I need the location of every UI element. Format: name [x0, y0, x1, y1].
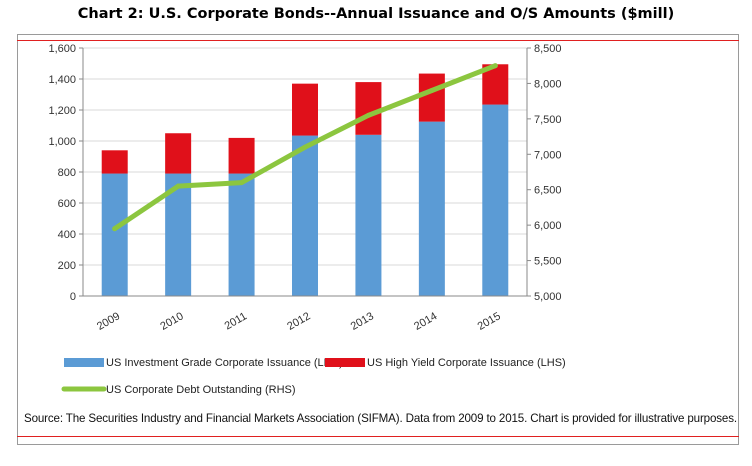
axes: 0 200 400 600 800 1,000 1,200 1,400 1,600 5,000 5,… [48, 43, 561, 333]
left-tick-label: 400 [58, 229, 76, 241]
right-tick-label: 7,500 [534, 114, 562, 126]
left-tick-label: 1,200 [48, 105, 76, 117]
legend-swatch-hy [325, 358, 365, 367]
bar-ig-2014 [418, 121, 445, 296]
category-label-2015: 2015 [476, 310, 503, 333]
category-label-2012: 2012 [285, 310, 312, 333]
debt-point-2011 [239, 180, 245, 186]
right-tick-label: 5,500 [534, 256, 562, 268]
bar-hy-2009 [101, 150, 128, 174]
right-tick-label: 8,500 [534, 43, 562, 55]
category-label-2010: 2010 [158, 310, 185, 333]
legend-label-ig: US Investment Grade Corporate Issuance (… [106, 357, 343, 369]
category-label-2013: 2013 [349, 310, 376, 333]
bar-ig-2009 [101, 173, 128, 296]
left-tick-label: 1,000 [48, 136, 76, 148]
debt-point-2014 [429, 88, 435, 94]
left-tick-label: 800 [58, 167, 76, 179]
bar-hy-2012 [292, 83, 318, 136]
bar-hy-2010 [165, 133, 192, 174]
bar-ig-2011 [228, 173, 255, 296]
left-tick-label: 1,600 [48, 43, 76, 55]
bar-hy-2013 [355, 82, 382, 135]
chart-title: Chart 2: U.S. Corporate Bonds--Annual Is… [77, 6, 675, 22]
bar-ig-2013 [355, 134, 382, 296]
debt-point-2013 [365, 112, 371, 118]
legend-label-hy: US High Yield Corporate Issuance (LHS) [367, 357, 566, 369]
bar-hy-2014 [418, 73, 445, 122]
left-tick-label: 600 [58, 198, 76, 210]
category-label-2011: 2011 [223, 310, 249, 332]
legend: US Investment Grade Corporate Issuance (… [61, 357, 566, 396]
bottom-rule [17, 436, 739, 437]
bars [101, 64, 509, 296]
bar-hy-2011 [228, 137, 255, 174]
top-rule [17, 40, 739, 41]
right-tick-label: 6,000 [534, 220, 562, 232]
category-label-2014: 2014 [412, 310, 439, 333]
left-tick-label: 200 [58, 260, 76, 272]
debt-point-2009 [112, 226, 118, 232]
category-label-2009: 2009 [95, 310, 122, 333]
legend-label-line: US Corporate Debt Outstanding (RHS) [106, 384, 296, 396]
debt-outstanding-line [112, 63, 498, 232]
left-tick-label: 1,400 [48, 74, 76, 86]
debt-point-2010 [175, 183, 181, 189]
legend-swatch-ig [64, 358, 104, 367]
right-tick-label: 5,000 [534, 291, 562, 303]
source-note: Source: The Securities Industry and Fina… [24, 412, 737, 425]
bar-ig-2012 [292, 135, 318, 296]
debt-point-2015 [492, 63, 498, 69]
right-tick-label: 7,000 [534, 149, 562, 161]
right-tick-label: 8,000 [534, 78, 562, 90]
right-tick-label: 6,500 [534, 185, 562, 197]
chart-frame [17, 34, 739, 445]
bar-ig-2015 [482, 104, 509, 296]
debt-point-2012 [302, 144, 308, 150]
left-tick-label: 0 [70, 291, 76, 303]
